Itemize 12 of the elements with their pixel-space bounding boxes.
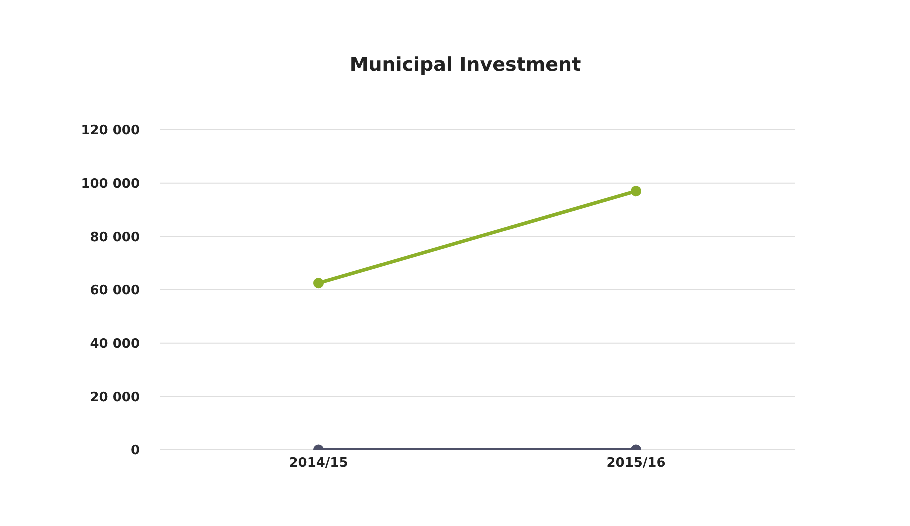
y-tick-label: 120 000	[81, 124, 140, 139]
point	[631, 186, 642, 197]
y-tick-label: 80 000	[90, 230, 140, 246]
y-tick-label: 100 000	[81, 176, 140, 192]
y-tick-label: 40 000	[90, 336, 140, 352]
y-tick-label: 0	[130, 444, 140, 459]
point	[314, 278, 324, 289]
y-tick-label: 60 000	[90, 284, 140, 299]
y-tick-label: 20 000	[90, 390, 140, 406]
chart-title: Municipal Investment	[348, 54, 582, 76]
x-tick-label: 2015/16	[606, 456, 666, 472]
x-tick-label: 2014/15	[289, 456, 348, 472]
